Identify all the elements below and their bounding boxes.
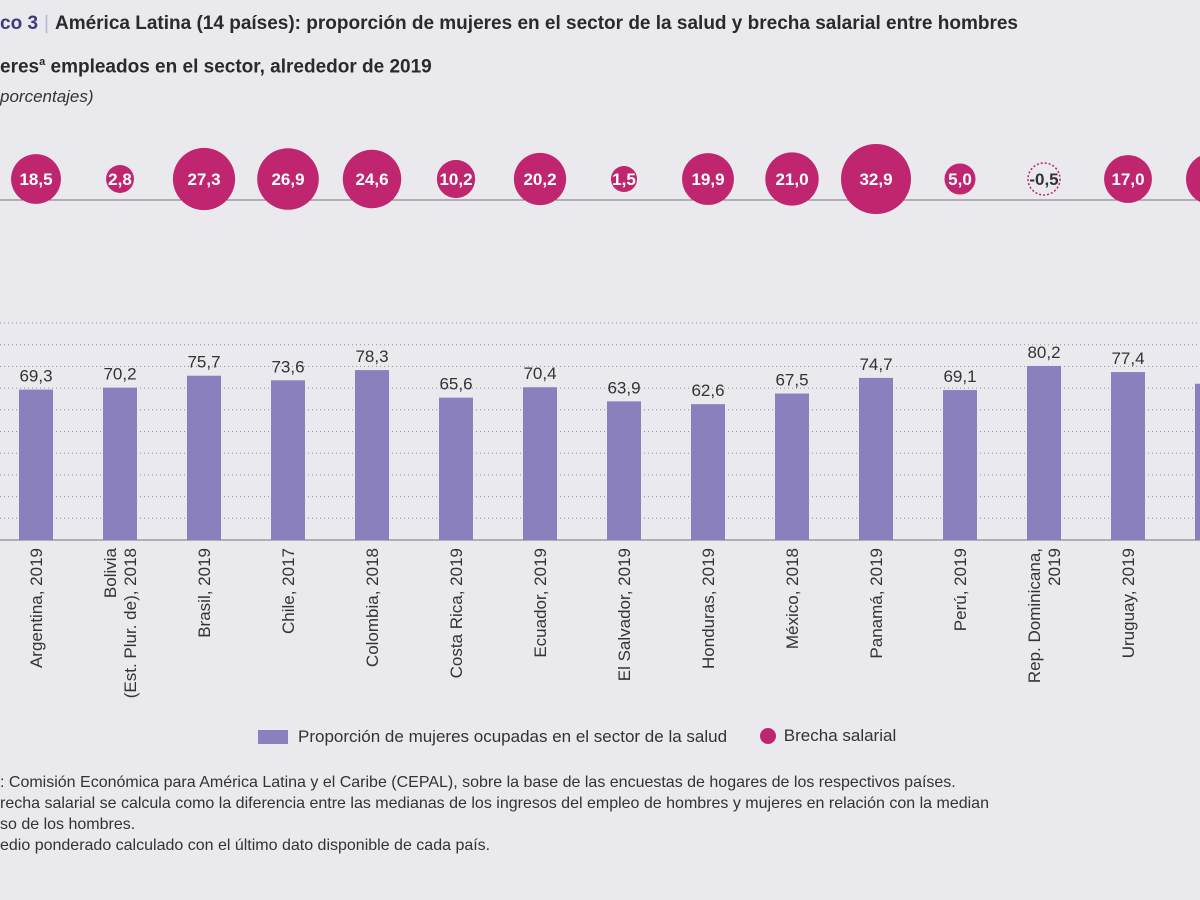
gap-bubble xyxy=(765,152,819,206)
bar xyxy=(1195,383,1200,540)
bar xyxy=(943,390,977,540)
legend-bar-swatch xyxy=(258,730,288,744)
gap-bubble xyxy=(257,148,319,210)
gap-bubble xyxy=(513,152,567,206)
category-label: (Est. Plur. de), 2018 xyxy=(121,548,140,698)
category-label: Argentina, 2019 xyxy=(27,548,46,668)
chart: 69,3 18,5 Argentina, 2019 70,2 2,8 Bolivia (Es… xyxy=(0,144,1200,698)
units-label: porcentajes) xyxy=(0,87,94,106)
bar-value-label: 65,6 xyxy=(439,375,472,394)
legend-gap: Brecha salarial xyxy=(759,726,897,746)
gap-value-label: -0,5 xyxy=(1029,170,1058,189)
category-label: México, 2018 xyxy=(783,548,802,649)
gap-value-label: 17,0 xyxy=(1111,170,1144,189)
gap-bubble xyxy=(1027,162,1061,196)
bar xyxy=(187,375,221,540)
legend-dot-label: Brecha salarial xyxy=(783,726,897,745)
bar xyxy=(691,404,725,540)
gap-bubble xyxy=(610,165,638,193)
figure-number: co 3 xyxy=(0,13,39,34)
title-separator: | xyxy=(44,13,49,34)
category-label: Panamá, 2019 xyxy=(867,548,886,659)
bar xyxy=(19,389,53,540)
gap-bubble xyxy=(1186,155,1200,203)
footnote-a-line1: recha salarial se calcula como la difere… xyxy=(0,795,989,812)
bar-value-label: 78,3 xyxy=(355,347,388,366)
subtitle-footnote-mark: a xyxy=(39,56,46,68)
bar-value-label: 73,6 xyxy=(271,357,304,376)
bar-value-label: 80,2 xyxy=(1027,343,1060,362)
notes: : Comisión Económica para América Latina… xyxy=(0,772,989,856)
bar-value-label: 77,4 xyxy=(1111,349,1144,368)
bar xyxy=(1111,372,1145,540)
gap-bubble xyxy=(436,159,476,199)
bar-value-label: 69,1 xyxy=(943,367,976,386)
category-label: Costa Rica, 2019 xyxy=(447,548,466,678)
bar-value-label: 67,5 xyxy=(775,371,808,390)
gap-value-label: 18,5 xyxy=(19,170,52,189)
footnote-a-line2: so de los hombres. xyxy=(0,816,136,833)
gap-bubble xyxy=(944,163,976,195)
legend: Proporción de mujeres ocupadas en el sec… xyxy=(258,726,924,749)
gap-bubble xyxy=(11,154,61,204)
bar xyxy=(355,370,389,540)
gap-bubble xyxy=(1104,155,1152,203)
category-label: Chile, 2017 xyxy=(279,548,298,634)
bar xyxy=(859,377,893,540)
gap-bubble xyxy=(841,144,911,214)
subtitle-rest: empleados en el sector, alrededor de 201… xyxy=(45,56,432,78)
source-note: : Comisión Económica para América Latina… xyxy=(0,774,956,791)
bar-value-label: 75,7 xyxy=(187,353,220,372)
gap-value-label: 27,3 xyxy=(187,170,220,189)
legend-bar-label: Proporción de mujeres ocupadas en el sec… xyxy=(298,727,728,746)
footnote-b: edio ponderado calculado con el último d… xyxy=(0,837,491,854)
bar xyxy=(271,380,305,540)
bar xyxy=(439,397,473,540)
category-label: El Salvador, 2019 xyxy=(615,548,634,681)
bar-value-label: 69,3 xyxy=(19,367,52,386)
gap-value-label: 20,2 xyxy=(523,170,556,189)
gap-value-label: 32,9 xyxy=(859,170,892,189)
category-label: Brasil, 2019 xyxy=(195,548,214,638)
gap-value-label: 24,6 xyxy=(355,170,388,189)
bar xyxy=(607,401,641,540)
gap-bubble xyxy=(342,149,402,209)
gap-value-label: 1,5 xyxy=(612,170,636,189)
legend-dot-swatch xyxy=(759,728,776,744)
gap-bubble xyxy=(106,165,134,193)
category-label: Bolivia xyxy=(101,547,120,598)
gap-value-label: 19,9 xyxy=(691,170,724,189)
gap-value-label: 5,0 xyxy=(948,170,972,189)
category-label: Colombia, 2018 xyxy=(363,548,382,667)
figure-subtitle: eresa empleados en el sector, alrededor … xyxy=(0,50,432,79)
bar xyxy=(775,393,809,540)
category-label: 2019 xyxy=(1045,548,1064,586)
category-label: Honduras, 2019 xyxy=(699,548,718,669)
category-label: Rep. Dominicana, xyxy=(1025,548,1044,683)
figure-title: co 3 | América Latina (14 países): proporc… xyxy=(0,12,1200,36)
category-label: Ecuador, 2019 xyxy=(531,548,550,658)
bar xyxy=(1027,365,1061,540)
gap-value-label: 26,9 xyxy=(271,170,304,189)
gap-bubble xyxy=(682,153,734,205)
gap-value-label: 21,0 xyxy=(775,170,808,189)
gap-bubble xyxy=(172,147,236,211)
bar-value-label: 63,9 xyxy=(607,378,640,397)
bar-value-label: 62,6 xyxy=(691,381,724,400)
gap-value-label: 2,8 xyxy=(108,170,132,189)
subtitle-start: eres xyxy=(0,56,40,78)
bar-value-label: 74,7 xyxy=(859,355,892,374)
bar xyxy=(103,387,137,540)
category-label: Perú, 2019 xyxy=(951,548,970,631)
gap-value-label: 10,2 xyxy=(439,170,472,189)
bar-value-label: 70,4 xyxy=(523,364,556,383)
category-label: Uruguay, 2019 xyxy=(1119,548,1138,658)
legend-bars: Proporción de mujeres ocupadas en el sec… xyxy=(258,727,727,747)
title-text: América Latina (14 países): proporción d… xyxy=(54,13,1018,34)
bar xyxy=(523,387,557,540)
bar-value-label: 70,2 xyxy=(103,365,136,384)
